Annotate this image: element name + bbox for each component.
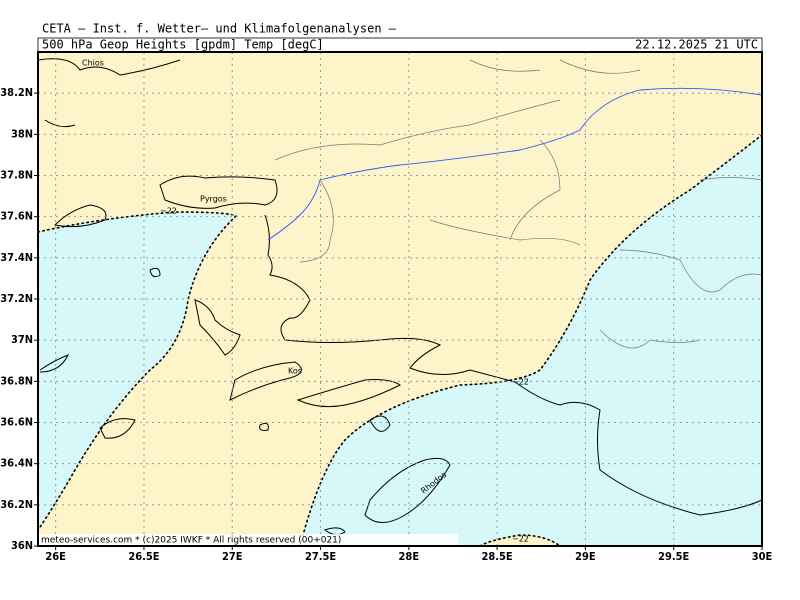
map-area: Chios Pyrgos Kos Rhodos −22 −22 −22 mete…	[37, 51, 763, 547]
river	[267, 87, 763, 241]
lon-label: 26.5E	[128, 550, 159, 563]
lon-label: 29E	[575, 550, 596, 563]
lat-label: 37.8N	[0, 169, 33, 182]
lon-label: 30E	[752, 550, 773, 563]
place-label: Pyrgos	[200, 195, 227, 204]
coastline	[264, 214, 763, 516]
valid-time: 22.12.2025 21 UTC	[635, 38, 758, 52]
coastline	[194, 299, 241, 356]
coastline	[159, 175, 278, 209]
place-label: Kos	[288, 367, 302, 376]
lat-label: 37.4N	[0, 251, 33, 264]
coastline	[39, 267, 161, 439]
contour-label: −22	[160, 207, 177, 216]
isotherm	[479, 534, 561, 547]
lat-label: 36.6N	[0, 416, 33, 429]
lon-label: 28E	[399, 550, 420, 563]
coastline	[323, 415, 451, 536]
lat-label: 37.6N	[0, 210, 33, 223]
lat-label: 36N	[11, 539, 33, 552]
axes: 26E 26.5E 27E 27.5E 28E 28.5E 29E 29.5E 30E 36N 36…	[0, 86, 772, 563]
lon-label: 29.5E	[658, 550, 689, 563]
lat-label: 36.2N	[0, 498, 33, 511]
lat-label: 37N	[11, 333, 33, 346]
contour-label: −22	[512, 378, 529, 387]
footer-box	[38, 534, 458, 545]
coastline	[296, 379, 401, 408]
place-label: Chios	[82, 59, 104, 68]
lon-label: 27.5E	[305, 550, 336, 563]
product-name: 500_hPa_Geop_Heights_[gpdm]_Temp_[degC]	[42, 38, 324, 52]
isotherm	[299, 134, 763, 547]
admin-border	[274, 59, 763, 349]
lon-label: 27E	[222, 550, 243, 563]
lon-label: 28.5E	[482, 550, 513, 563]
header-title: CETA – Inst. f. Wetter– und Klimafolgena…	[42, 22, 397, 36]
lat-label: 37.2N	[0, 292, 33, 305]
lat-label: 36.4N	[0, 457, 33, 470]
coastline	[53, 204, 107, 228]
coastline	[37, 58, 181, 128]
lat-label: 36.8N	[0, 374, 33, 387]
cold-region	[38, 212, 236, 530]
contour-label: −22	[512, 535, 529, 544]
lon-label: 26E	[45, 550, 66, 563]
graticule	[38, 52, 763, 547]
lat-label: 38N	[11, 127, 33, 140]
cold-region	[300, 135, 762, 546]
footer: meteo-services.com * (c)2025 IWKF * All …	[41, 536, 341, 546]
lat-label: 38.2N	[0, 86, 33, 99]
coastline	[229, 361, 302, 431]
